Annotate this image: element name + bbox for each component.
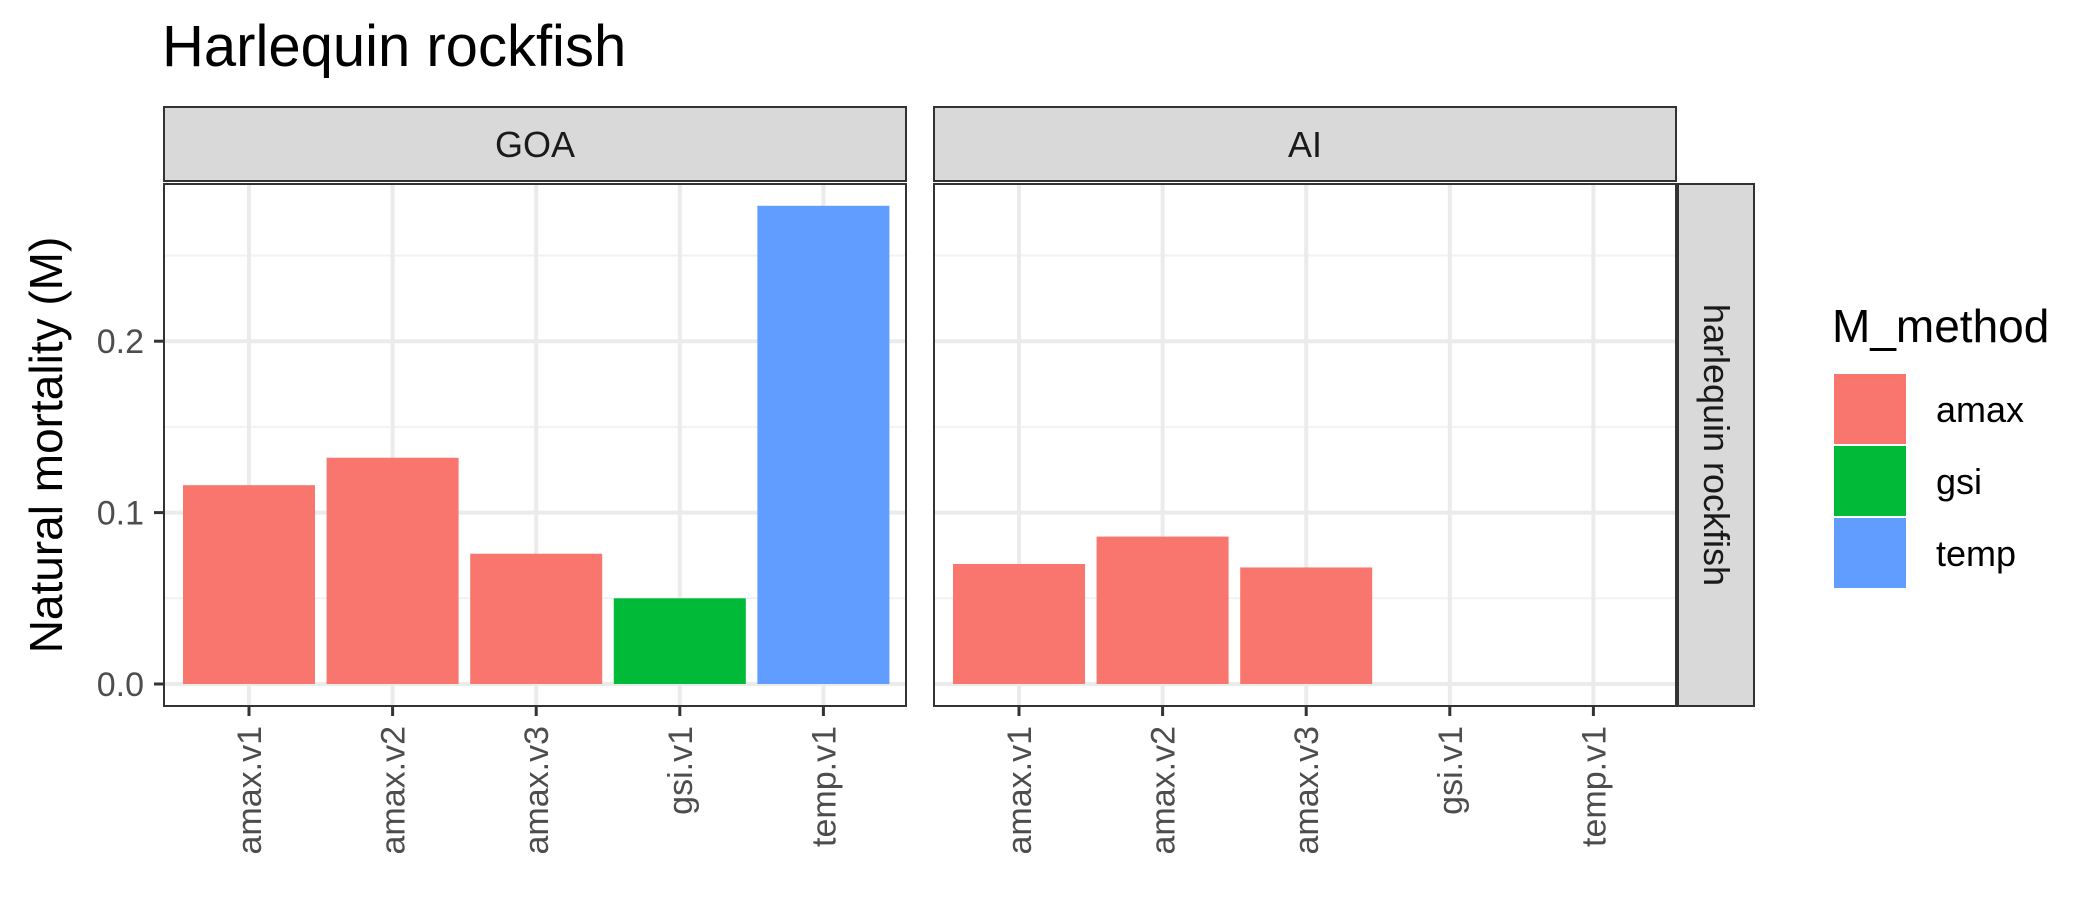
y-tick-label: 0.2 — [97, 323, 144, 361]
legend-label-amax: amax — [1936, 389, 2024, 430]
legend-swatch-temp — [1834, 518, 1906, 588]
bar-ai-amax-v2 — [1096, 536, 1229, 684]
x-tick-label: amax.v1 — [1001, 726, 1039, 855]
bar-goa-amax-v2 — [326, 457, 459, 684]
y-tick-label: 0.1 — [97, 495, 144, 533]
bar-goa-temp-v1 — [757, 205, 890, 684]
row-strip-label: harlequin rockfish — [1696, 304, 1737, 586]
x-tick-label: amax.v3 — [1288, 726, 1326, 855]
x-tick-label: amax.v2 — [375, 726, 413, 855]
legend-label-temp: temp — [1936, 533, 2016, 574]
bar-goa-gsi-v1 — [613, 598, 746, 684]
x-tick-label: amax.v2 — [1145, 726, 1183, 855]
y-tick-label: 0.0 — [97, 666, 144, 704]
panel-strip-label-goa: GOA — [495, 124, 575, 165]
legend: M_method amax gsi temp — [1832, 300, 2049, 588]
panel-ai — [933, 183, 1677, 716]
legend-swatch-gsi — [1834, 446, 1906, 516]
x-tick-label: gsi.v1 — [1432, 726, 1470, 815]
panel-strip-label-ai: AI — [1288, 124, 1322, 165]
bar-goa-amax-v3 — [470, 553, 603, 684]
x-tick-label: amax.v3 — [518, 726, 556, 855]
row-strip: harlequin rockfish — [1677, 183, 1755, 707]
panel-goa — [163, 183, 907, 716]
legend-swatch-amax — [1834, 374, 1906, 444]
x-tick-label: temp.v1 — [1575, 726, 1613, 847]
bar-ai-amax-v3 — [1240, 567, 1373, 684]
panel-strip-ai: AI — [933, 106, 1677, 182]
y-axis-title: Natural mortality (M) — [20, 237, 72, 654]
x-tick-label: temp.v1 — [805, 726, 843, 847]
x-axis-ticks: amax.v1 amax.v2 amax.v3 gsi.v1 temp.v1 amax.v… — [231, 726, 1613, 855]
chart-title: Harlequin rockfish — [162, 14, 626, 79]
y-axis-ticks: 0.0 0.1 0.2 — [97, 323, 164, 704]
panel-strip-goa: GOA — [163, 106, 907, 182]
bar-ai-amax-v1 — [953, 564, 1085, 684]
legend-title: M_method — [1832, 300, 2049, 352]
bar-goa-amax-v1 — [183, 485, 315, 684]
x-tick-label: amax.v1 — [231, 726, 269, 855]
x-tick-label: gsi.v1 — [662, 726, 700, 815]
legend-label-gsi: gsi — [1936, 461, 1982, 502]
